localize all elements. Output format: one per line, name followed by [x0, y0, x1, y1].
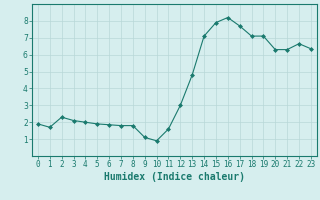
X-axis label: Humidex (Indice chaleur): Humidex (Indice chaleur): [104, 172, 245, 182]
